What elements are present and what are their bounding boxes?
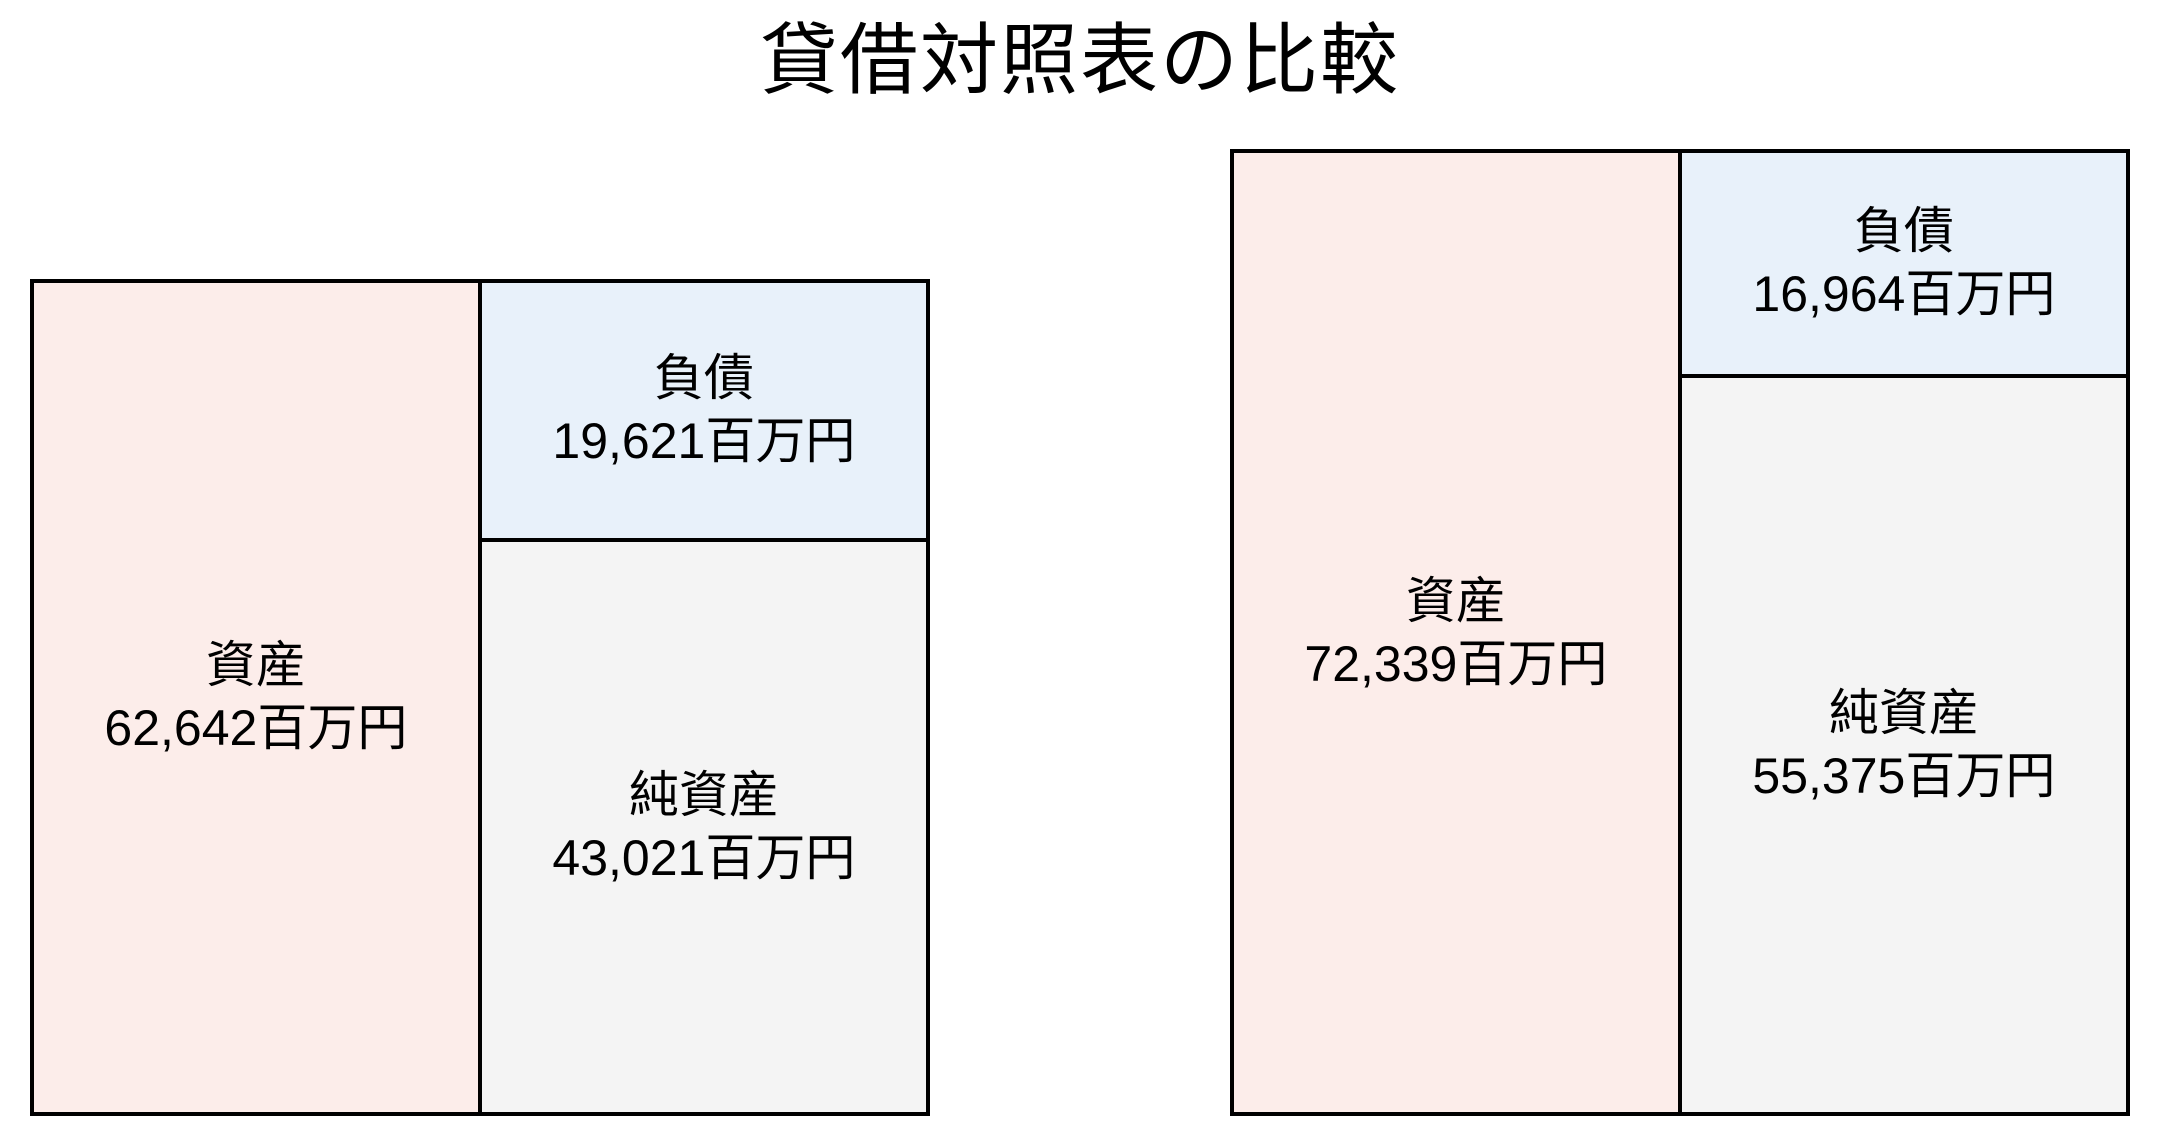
assets-value: 72,339百万円 <box>1304 635 1608 692</box>
assets-value: 62,642百万円 <box>104 700 408 757</box>
net-assets-box-left: 純資産 43,021百万円 <box>481 542 926 1112</box>
balance-sheet-left: 資産 62,642百万円 負債 19,621百万円 純資産 43,021百万円 <box>30 278 930 1116</box>
net-assets-label: 純資産 <box>628 767 779 824</box>
net-assets-box-right: 純資産 55,375百万円 <box>1681 377 2126 1112</box>
net-assets-label: 純資産 <box>1828 684 1979 741</box>
net-assets-value: 55,375百万円 <box>1752 747 2056 804</box>
liabilities-value: 19,621百万円 <box>552 413 856 470</box>
liabilities-net-column-right: 負債 16,964百万円 純資産 55,375百万円 <box>1681 153 2126 1112</box>
assets-label: 資産 <box>1405 572 1506 629</box>
chart-title: 貸借対照表の比較 <box>759 16 1400 104</box>
balance-sheet-right: 資産 72,339百万円 負債 16,964百万円 純資産 55,375百万円 <box>1230 149 2130 1116</box>
assets-box-left: 資産 62,642百万円 <box>34 282 482 1112</box>
liabilities-net-column-left: 負債 19,621百万円 純資産 43,021百万円 <box>481 282 926 1112</box>
liabilities-label: 負債 <box>653 350 754 407</box>
liabilities-box-right: 負債 16,964百万円 <box>1681 153 2126 378</box>
liabilities-value: 16,964百万円 <box>1752 266 2056 323</box>
net-assets-value: 43,021百万円 <box>552 830 856 887</box>
liabilities-box-left: 負債 19,621百万円 <box>481 282 926 543</box>
assets-box-right: 資産 72,339百万円 <box>1234 153 1682 1112</box>
liabilities-label: 負債 <box>1853 203 1954 260</box>
assets-label: 資産 <box>205 637 306 694</box>
